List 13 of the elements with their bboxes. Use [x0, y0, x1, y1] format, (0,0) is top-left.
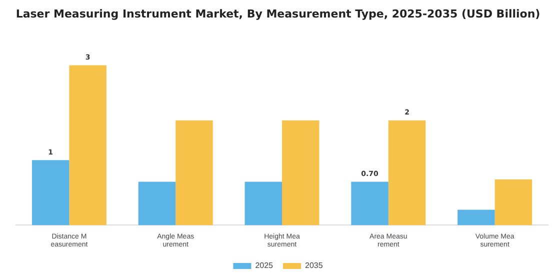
- chart-title: Laser Measuring Instrument Market, By Measurement Type, 2025-2035 (USD Billion): [16, 7, 540, 20]
- bar: [282, 120, 320, 226]
- bar: [458, 210, 495, 226]
- bar: [351, 182, 388, 226]
- bar: [32, 160, 70, 226]
- bar: [69, 65, 106, 226]
- bar: [494, 179, 532, 226]
- legend-label: 2025: [255, 261, 274, 270]
- bar: [138, 182, 176, 226]
- bar: [176, 120, 213, 226]
- bar: [388, 120, 426, 226]
- bar: [244, 182, 282, 226]
- legend-label: 2035: [305, 261, 324, 270]
